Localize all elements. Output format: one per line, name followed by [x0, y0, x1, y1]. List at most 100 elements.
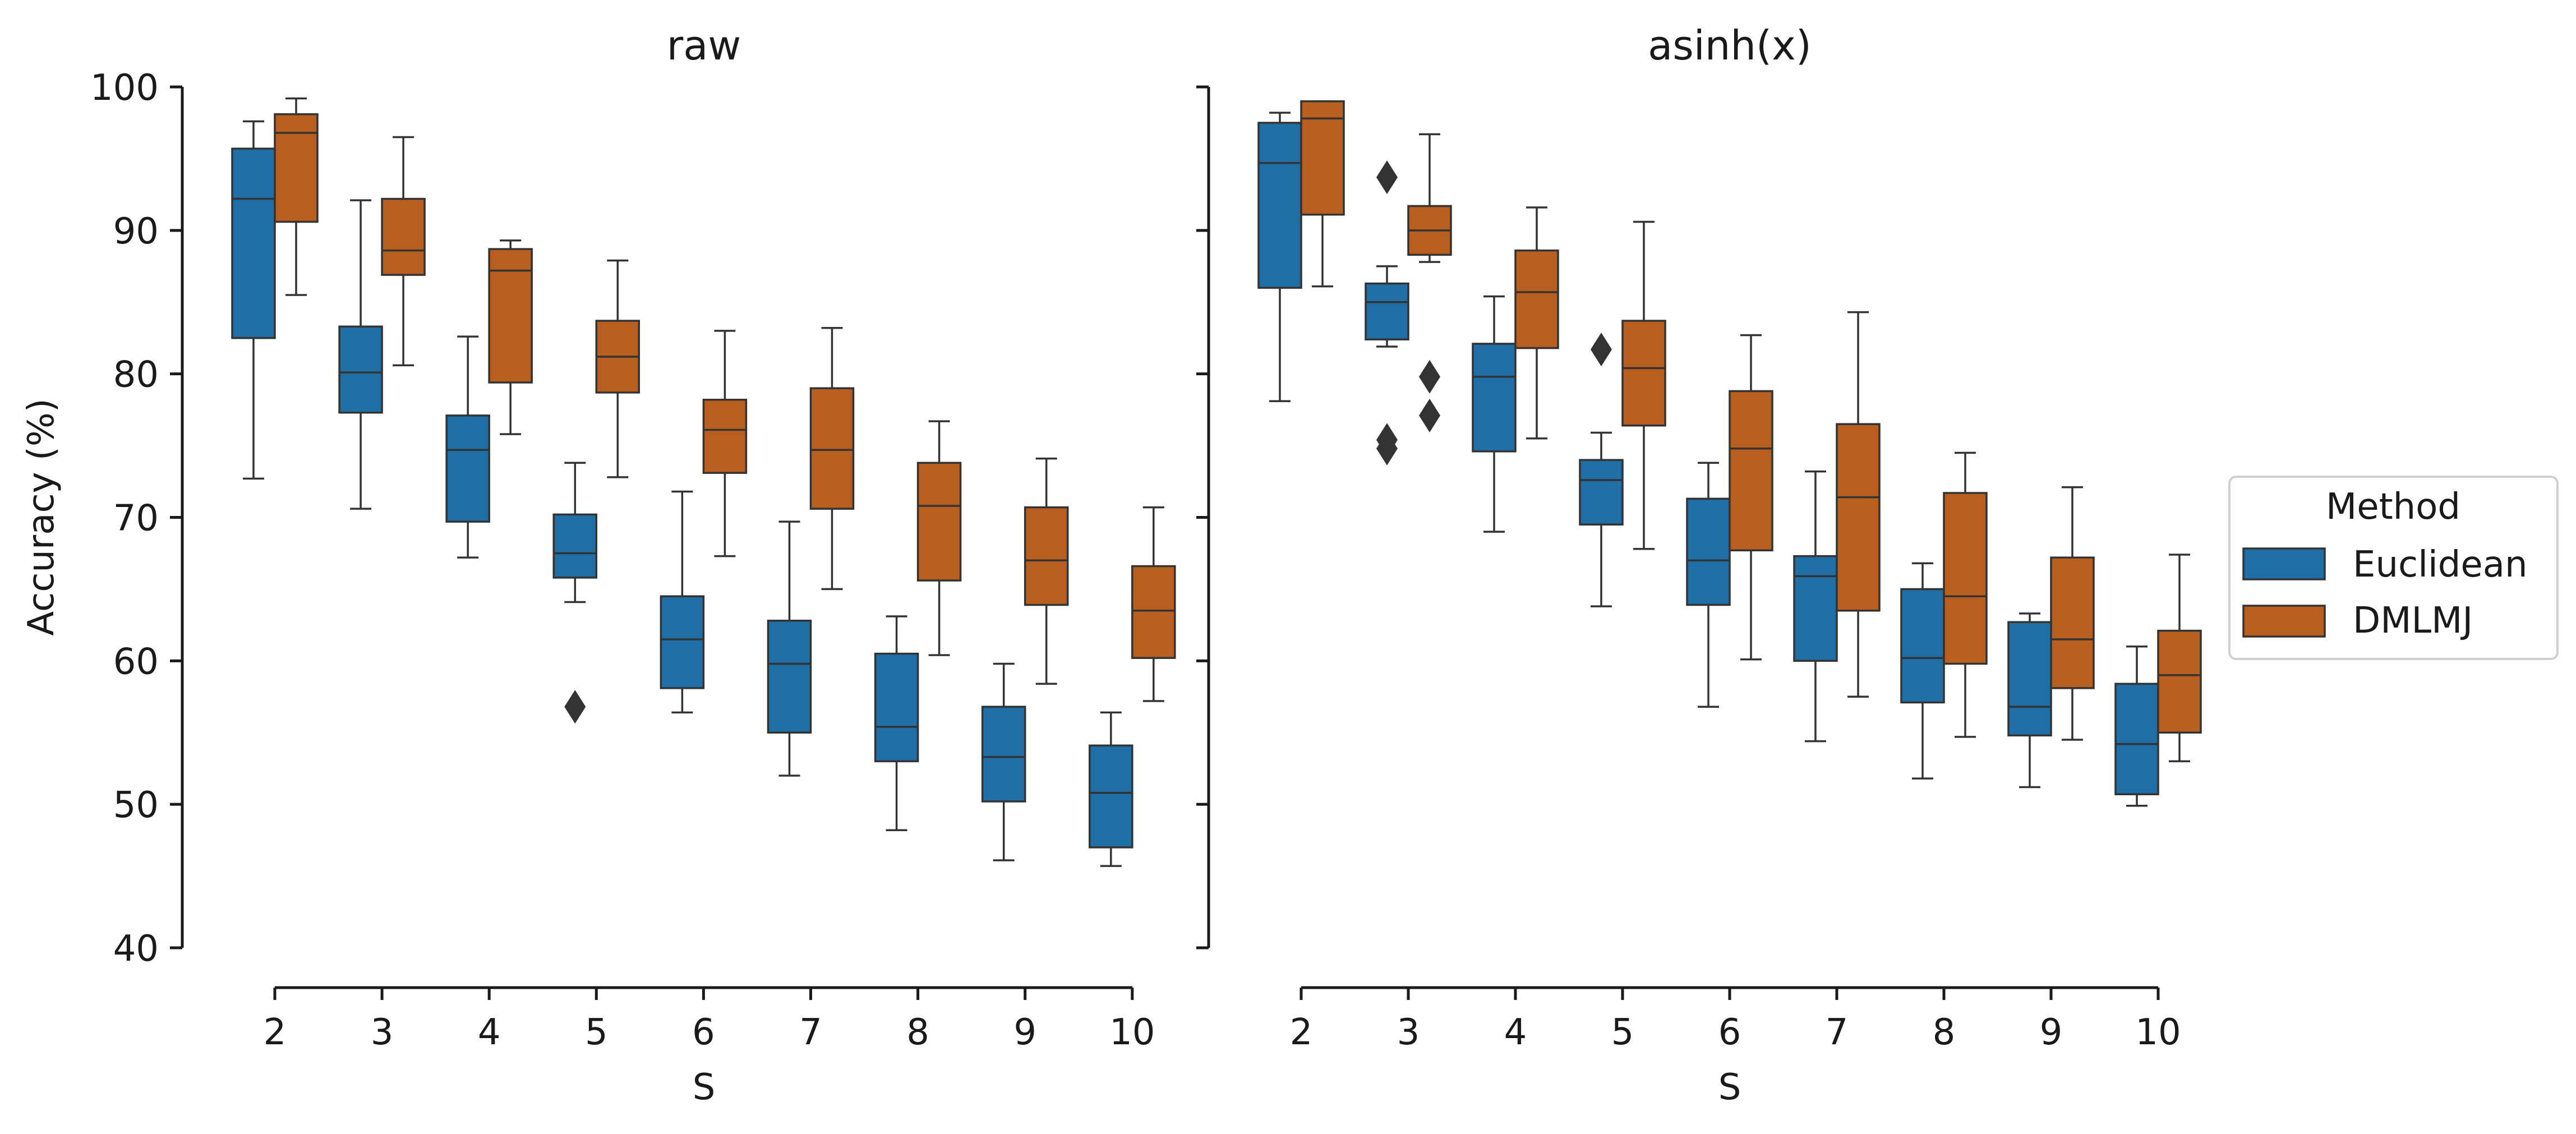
box-euclidean-8: [874, 615, 919, 831]
x-tick-label: 7: [1826, 1012, 1849, 1053]
x-tick-label: 6: [1718, 1012, 1741, 1053]
box-body: [338, 325, 383, 414]
y-ticks: [1196, 85, 1209, 949]
y-tick-label: 100: [90, 67, 159, 109]
box-dmlmj-8: [1943, 451, 1988, 738]
box-body: [1514, 249, 1559, 349]
box-body: [1579, 459, 1624, 526]
box-body: [1300, 100, 1345, 216]
y-tick-label: 50: [113, 785, 159, 826]
box-body: [1729, 390, 1773, 552]
box-body: [1621, 320, 1666, 427]
box-body: [231, 147, 276, 339]
box-body: [916, 462, 962, 582]
box-euclidean-9: [2007, 612, 2052, 789]
box-body: [1793, 555, 1838, 662]
box-dmlmj-9: [2050, 486, 2095, 741]
y-tick-label: 90: [113, 211, 159, 252]
x-tick-label: 5: [1611, 1012, 1634, 1053]
x-axis-label: S: [1718, 1067, 1741, 1108]
box-body: [981, 706, 1026, 803]
legend: Method Euclidean DMLMJ: [2228, 476, 2559, 660]
y-tick-label: 70: [113, 498, 159, 540]
outlier-point: [1419, 359, 1440, 394]
x-tick-label: 7: [799, 1012, 822, 1053]
x-tick-label: 4: [478, 1012, 501, 1053]
box-body: [2157, 629, 2202, 734]
box-euclidean-7: [1793, 470, 1838, 743]
box-dmlmj-10: [2157, 554, 2202, 763]
box-body: [1472, 343, 1517, 453]
box-dmlmj-6: [702, 330, 748, 557]
panel-title-raw: raw: [667, 22, 741, 69]
x-axis-label: S: [693, 1067, 716, 1108]
box-euclidean-3: [1365, 160, 1409, 465]
outlier-point: [564, 690, 586, 724]
box-body: [381, 197, 426, 276]
box-dmlmj-3: [381, 136, 426, 367]
outlier-point: [1376, 160, 1398, 195]
box-body: [1131, 565, 1176, 659]
x-tick-label: 3: [371, 1012, 394, 1053]
box-dmlmj-8: [916, 420, 962, 656]
legend-label-dmlmj: DMLMJ: [2353, 600, 2473, 642]
x-ticks: 2 3 4 5 6 7 8 9 10: [1290, 988, 2181, 1053]
boxes: [231, 97, 1176, 867]
box-body: [1257, 122, 1302, 289]
boxes: [1257, 100, 2202, 807]
outlier-point: [1591, 333, 1612, 367]
box-body: [809, 387, 855, 510]
legend-swatch-dmlmj: [2242, 605, 2326, 638]
box-body: [2114, 683, 2159, 796]
box-euclidean-10: [2114, 646, 2159, 807]
y-tick-label: 80: [113, 354, 159, 396]
x-tick-label: 9: [1013, 1012, 1036, 1053]
box-body: [767, 619, 812, 734]
box-body: [488, 248, 533, 384]
box-body: [1686, 497, 1731, 606]
box-euclidean-4: [445, 335, 490, 559]
y-tick-label: 40: [113, 928, 159, 970]
x-ticks: 2 3 4 5 6 7 8 9 10: [264, 988, 1155, 1053]
box-dmlmj-10: [1131, 506, 1176, 702]
panel-title-asinh: asinh(x): [1648, 22, 1812, 69]
box-body: [1943, 492, 1988, 665]
box-dmlmj-2: [1300, 100, 1345, 288]
box-dmlmj-5: [595, 259, 640, 478]
box-dmlmj-6: [1729, 334, 1773, 661]
box-dmlmj-4: [1514, 206, 1559, 440]
box-euclidean-2: [1257, 112, 1302, 403]
box-euclidean-10: [1089, 711, 1133, 867]
panel-raw: raw 40 50 60 70 80 90 100 2 3 4 5 6 7 8 9 10 S Accurac…: [21, 22, 1176, 1108]
box-body: [1836, 423, 1881, 612]
x-tick-label: 2: [1290, 1012, 1313, 1053]
box-dmlmj-7: [809, 327, 855, 591]
box-euclidean-3: [338, 199, 383, 510]
legend-title: Method: [2326, 486, 2460, 528]
box-euclidean-4: [1472, 295, 1517, 533]
box-body: [702, 398, 748, 474]
box-dmlmj-7: [1836, 311, 1881, 698]
box-euclidean-7: [767, 520, 812, 777]
box-body: [1089, 744, 1133, 849]
box-euclidean-8: [1900, 562, 1945, 780]
panel-asinh: asinh(x) 2 3 4 5 6 7 8 9 10 S: [1196, 22, 2202, 1108]
y-tick-label: 60: [113, 641, 159, 683]
y-axis-label: Accuracy (%): [21, 398, 62, 635]
box-body: [1024, 506, 1069, 606]
box-body: [1900, 588, 1945, 704]
box-body: [274, 113, 319, 223]
outlier-point: [1376, 431, 1398, 465]
box-dmlmj-9: [1024, 457, 1069, 685]
x-tick-label: 4: [1504, 1012, 1527, 1053]
x-tick-label: 10: [2135, 1012, 2181, 1053]
outlier-point: [1419, 398, 1440, 432]
box-euclidean-9: [981, 662, 1026, 861]
box-body: [2050, 556, 2095, 689]
legend-label-euclidean: Euclidean: [2353, 544, 2528, 586]
x-tick-label: 8: [906, 1012, 929, 1053]
x-tick-label: 8: [1933, 1012, 1956, 1053]
box-euclidean-2: [231, 120, 276, 480]
x-tick-label: 9: [2040, 1012, 2063, 1053]
